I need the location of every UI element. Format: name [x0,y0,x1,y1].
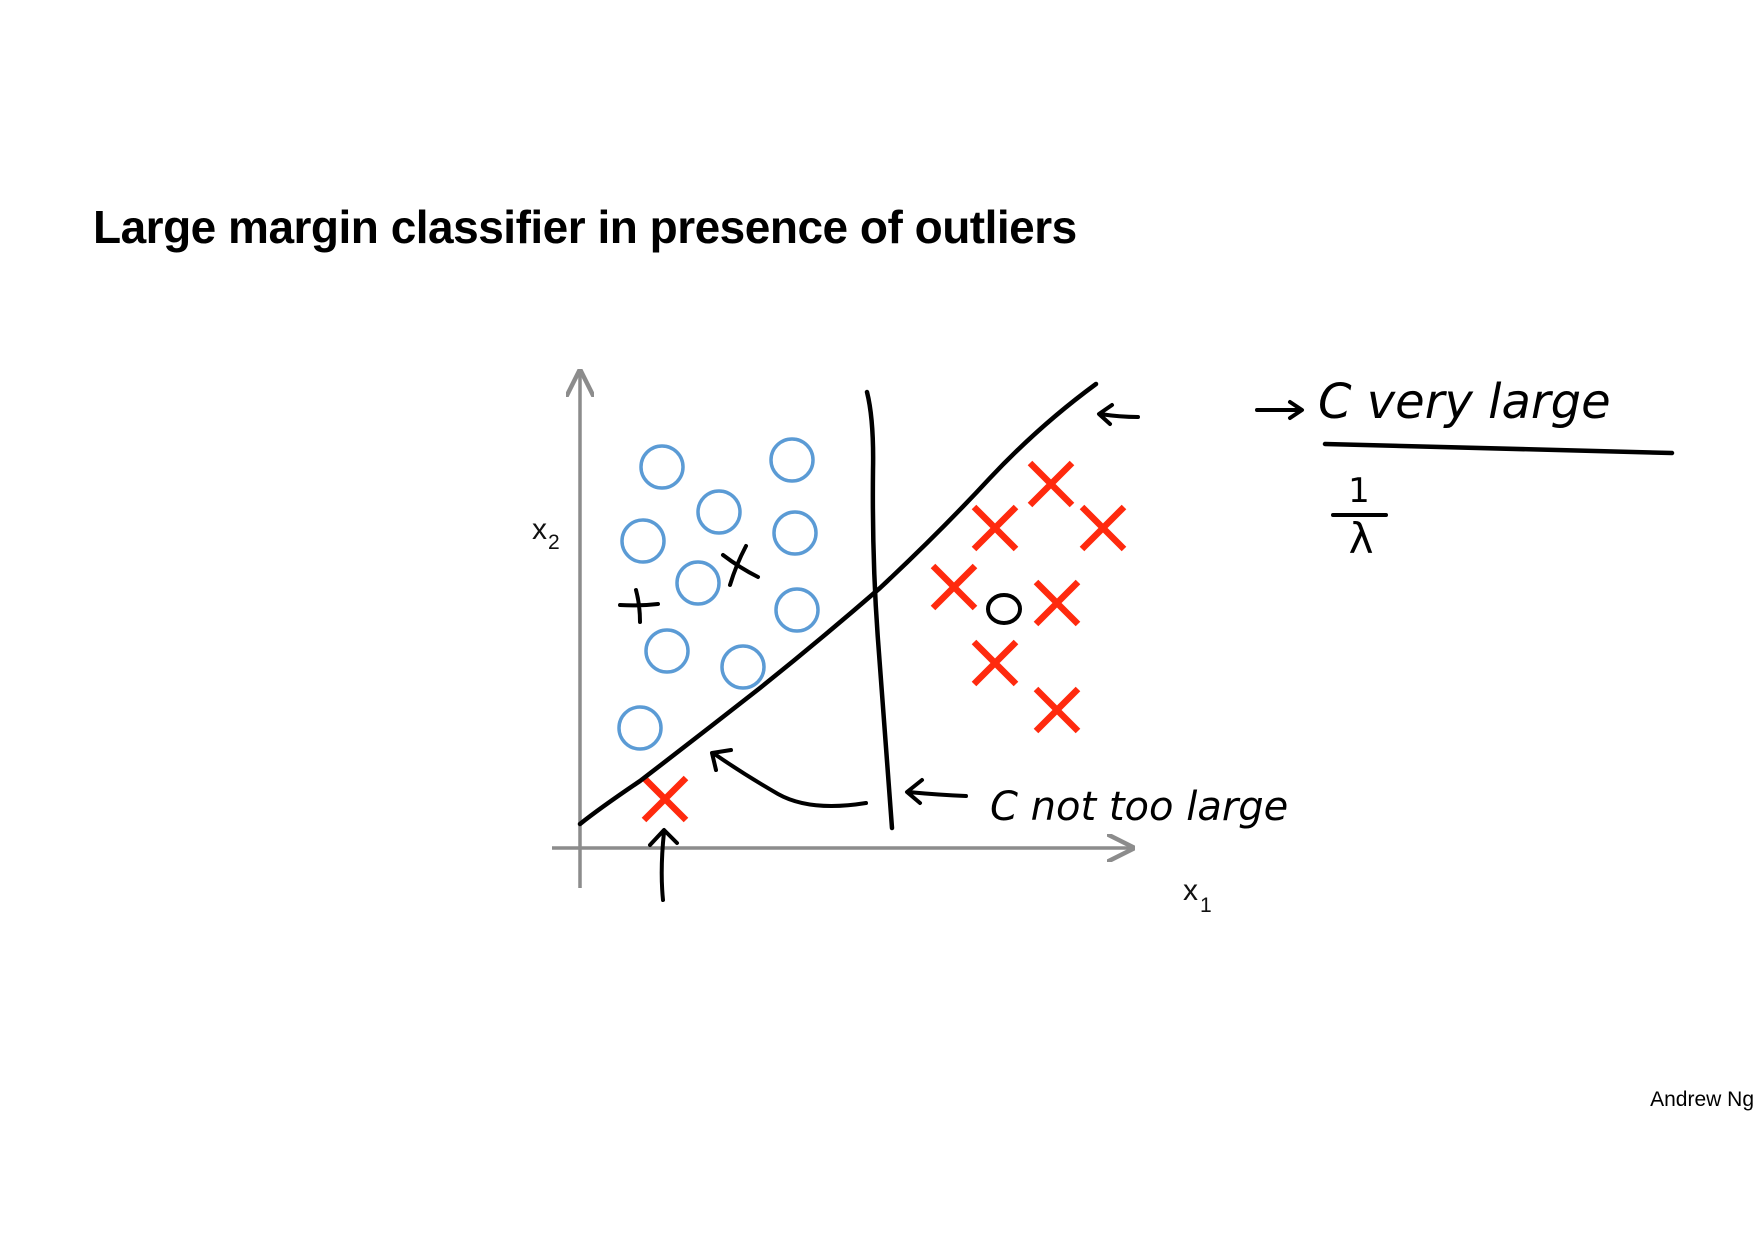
arrow-curve-to-margin [710,748,868,808]
positive-example [1027,460,1075,508]
black-x-mark [618,588,660,624]
author-credit: Andrew Ng [1650,1088,1754,1111]
c-very-large-label: C very large [1318,374,1611,430]
fraction-bar [1322,441,1675,456]
annotation-arrows [648,400,1304,902]
x-axis-label: x [1183,874,1198,907]
c-not-too-large-label: C not too large [990,784,1288,830]
positive-example [641,775,689,823]
positive-example [1033,686,1081,734]
black-outlier-circle [986,593,1022,625]
one-over-lambda-numerator: 1 [1348,471,1370,511]
negative-example [639,444,685,490]
negative-example [720,644,766,690]
negative-example [620,518,666,564]
axes: x 2 x 1 [532,372,1212,917]
positive-example [971,504,1019,552]
black-x-mark [721,544,760,587]
positive-example [1033,579,1081,627]
negative-example [772,510,818,556]
arrow-to-outlier [648,828,679,902]
decision-boundary-c-very-large [577,381,1099,827]
x-axis-subscript: 1 [1200,894,1212,917]
positive-example [1079,504,1127,552]
arrow-to-c-not-too-large-line [905,778,968,805]
positive-examples [641,460,1127,823]
negative-example [769,437,815,483]
annotation-texts: C very large 1 λ C not too large [990,374,1675,830]
decision-boundaries [577,381,1099,831]
negative-example [675,560,721,606]
positive-example [971,639,1019,687]
arrow-to-c-very-large-label [1255,400,1304,420]
y-axis-label: x [532,513,547,546]
one-over-lambda-denominator: λ [1349,514,1374,563]
negative-example [644,628,690,674]
page-title: Large margin classifier in presence of o… [93,201,1077,253]
decision-boundary-c-not-too-large [864,389,895,831]
negative-example [617,705,663,751]
y-axis-subscript: 2 [548,531,560,554]
negative-example [774,587,820,633]
arrow-to-c-very-large-line [1097,403,1140,426]
positive-example [930,563,978,611]
handwritten-outliers [618,544,1022,625]
negative-examples [617,437,820,751]
negative-example [696,489,742,535]
